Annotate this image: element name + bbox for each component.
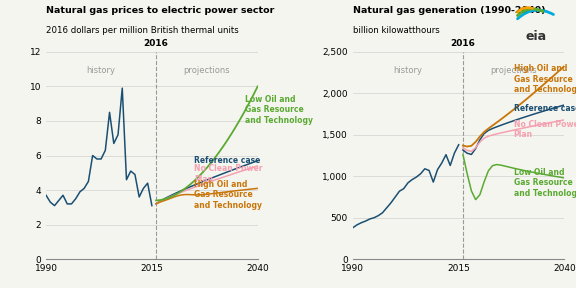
- Text: Low Oil and
Gas Resource
and Technology: Low Oil and Gas Resource and Technology: [245, 95, 313, 125]
- Text: 2016: 2016: [143, 39, 169, 48]
- Text: High Oil and
Gas Resource
and Technology: High Oil and Gas Resource and Technology: [194, 180, 262, 209]
- Text: projections: projections: [490, 66, 537, 75]
- Text: projections: projections: [184, 66, 230, 75]
- Text: 2016: 2016: [450, 39, 475, 48]
- Text: High Oil and
Gas Resource
and Technology: High Oil and Gas Resource and Technology: [514, 64, 576, 94]
- Text: Reference case: Reference case: [194, 156, 260, 164]
- Text: billion kilowatthours: billion kilowatthours: [353, 26, 439, 35]
- Text: Natural gas prices to electric power sector: Natural gas prices to electric power sec…: [46, 5, 274, 14]
- Text: No Clean Power
Plan: No Clean Power Plan: [514, 120, 576, 139]
- Text: Natural gas generation (1990-2040): Natural gas generation (1990-2040): [353, 5, 545, 14]
- Text: history: history: [393, 66, 422, 75]
- Text: eia: eia: [525, 30, 546, 43]
- Text: Reference case: Reference case: [514, 104, 576, 113]
- Text: No Clean Power
Plan: No Clean Power Plan: [194, 164, 263, 183]
- Text: 2016 dollars per million British thermal units: 2016 dollars per million British thermal…: [46, 26, 239, 35]
- Text: history: history: [86, 66, 116, 75]
- Text: Low Oil and
Gas Resource
and Technology: Low Oil and Gas Resource and Technology: [514, 168, 576, 198]
